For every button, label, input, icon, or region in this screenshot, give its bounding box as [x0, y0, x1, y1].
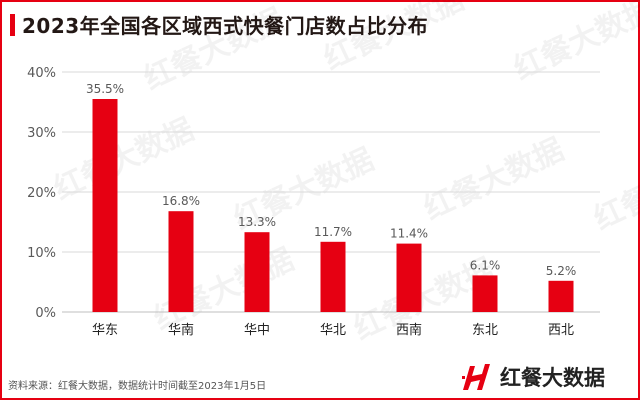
watermark: 红餐大数据	[139, 2, 290, 97]
bar	[320, 241, 346, 312]
logo-icon	[462, 364, 490, 390]
y-tick-label: 0%	[35, 306, 56, 321]
bar	[168, 211, 194, 312]
watermark: 红餐大数据	[589, 142, 640, 237]
x-tick-label: 华北	[320, 323, 346, 338]
bar	[244, 232, 270, 312]
data-label: 11.4%	[390, 227, 428, 241]
y-tick-label: 20%	[27, 186, 56, 201]
chart-title: 2023年全国各区域西式快餐门店数占比分布	[22, 14, 429, 38]
bar	[472, 275, 498, 312]
x-tick-label: 华南	[168, 322, 194, 338]
title-accent-bar	[10, 14, 15, 36]
watermark: 红餐大数据	[49, 112, 200, 207]
bar	[396, 243, 422, 312]
data-label: 35.5%	[86, 82, 124, 96]
x-tick-label: 东北	[472, 323, 498, 338]
watermark: 红餐大数据	[419, 132, 570, 227]
x-tick-label: 西南	[396, 322, 422, 338]
data-label: 11.7%	[314, 225, 352, 239]
watermark: 红餐大数据	[509, 0, 640, 87]
bar	[548, 280, 574, 312]
data-label: 6.1%	[470, 258, 501, 272]
data-label: 5.2%	[546, 264, 577, 278]
x-tick-label: 华东	[92, 323, 118, 338]
bar	[92, 99, 118, 312]
y-tick-label: 30%	[27, 126, 56, 141]
y-tick-label: 10%	[27, 246, 56, 261]
x-tick-label: 华中	[244, 323, 270, 338]
logo-text: 红餐大数据	[500, 366, 605, 390]
source-note: 资料来源：红餐大数据，数据统计时间截至2023年1月5日	[8, 381, 267, 392]
x-tick-label: 西北	[548, 323, 574, 338]
y-tick-label: 40%	[27, 66, 56, 81]
data-label: 13.3%	[238, 215, 276, 229]
logo: 红餐大数据	[462, 362, 605, 392]
watermark: 红餐大数据	[319, 0, 470, 77]
data-label: 16.8%	[162, 194, 200, 208]
